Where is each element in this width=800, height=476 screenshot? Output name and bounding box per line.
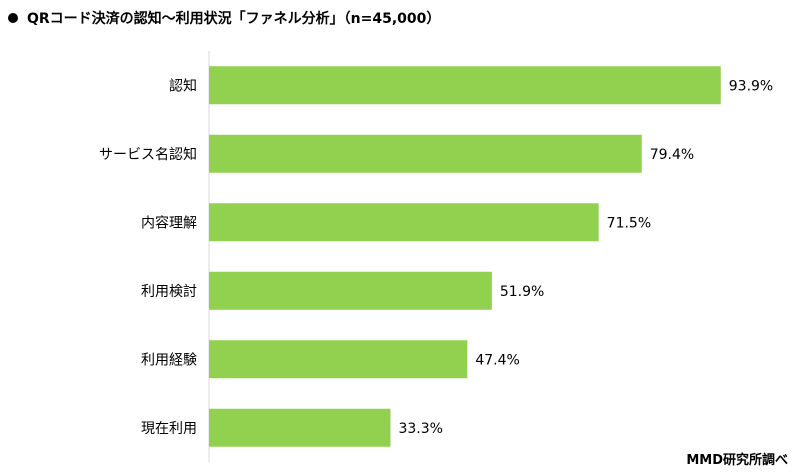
- chart-title: QRコード決済の認知～利用状況「ファネル分析」（n=45,000）: [27, 11, 441, 27]
- value-label: 71.5%: [607, 215, 651, 231]
- category-label: 利用経験: [141, 352, 197, 368]
- chart-title-row: QRコード決済の認知～利用状況「ファネル分析」（n=45,000）: [8, 6, 440, 30]
- value-label: 51.9%: [500, 284, 544, 300]
- bar: [209, 340, 468, 379]
- bar: [209, 134, 642, 173]
- category-label: 現在利用: [141, 421, 197, 437]
- category-label: サービス名認知: [99, 146, 197, 163]
- bar: [209, 408, 391, 447]
- source-credit: MMD研究所調べ: [686, 453, 788, 468]
- bar: [209, 203, 599, 242]
- category-label: 認知: [169, 77, 197, 94]
- bar: [209, 66, 721, 105]
- category-label: 利用検討: [141, 284, 197, 300]
- bar: [209, 271, 492, 310]
- value-label: 33.3%: [398, 421, 442, 437]
- category-label: 内容理解: [141, 214, 197, 231]
- value-label: 79.4%: [650, 147, 694, 163]
- value-label: 47.4%: [475, 352, 519, 368]
- bullet-icon: [8, 13, 18, 23]
- value-label: 93.9%: [729, 78, 773, 94]
